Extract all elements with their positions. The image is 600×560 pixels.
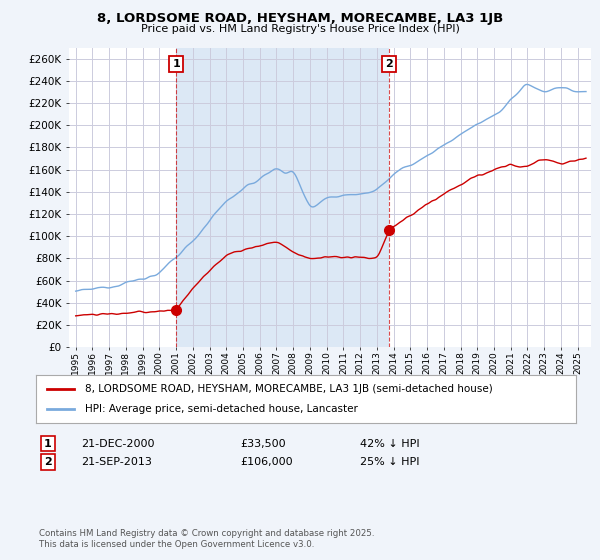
Text: Price paid vs. HM Land Registry's House Price Index (HPI): Price paid vs. HM Land Registry's House … <box>140 24 460 34</box>
Text: 2: 2 <box>386 59 393 69</box>
Bar <box>176 48 389 347</box>
Text: £33,500: £33,500 <box>240 438 286 449</box>
Text: HPI: Average price, semi-detached house, Lancaster: HPI: Average price, semi-detached house,… <box>85 404 358 414</box>
Text: 1: 1 <box>172 59 180 69</box>
Text: 21-DEC-2000: 21-DEC-2000 <box>81 438 155 449</box>
Text: 21-SEP-2013: 21-SEP-2013 <box>81 457 152 467</box>
Text: £106,000: £106,000 <box>240 457 293 467</box>
Text: 8, LORDSOME ROAD, HEYSHAM, MORECAMBE, LA3 1JB (semi-detached house): 8, LORDSOME ROAD, HEYSHAM, MORECAMBE, LA… <box>85 384 493 394</box>
Text: 8, LORDSOME ROAD, HEYSHAM, MORECAMBE, LA3 1JB: 8, LORDSOME ROAD, HEYSHAM, MORECAMBE, LA… <box>97 12 503 25</box>
Text: 25% ↓ HPI: 25% ↓ HPI <box>360 457 419 467</box>
Text: 1: 1 <box>44 438 52 449</box>
Text: Contains HM Land Registry data © Crown copyright and database right 2025.
This d: Contains HM Land Registry data © Crown c… <box>39 529 374 549</box>
Text: 42% ↓ HPI: 42% ↓ HPI <box>360 438 419 449</box>
Text: 2: 2 <box>44 457 52 467</box>
